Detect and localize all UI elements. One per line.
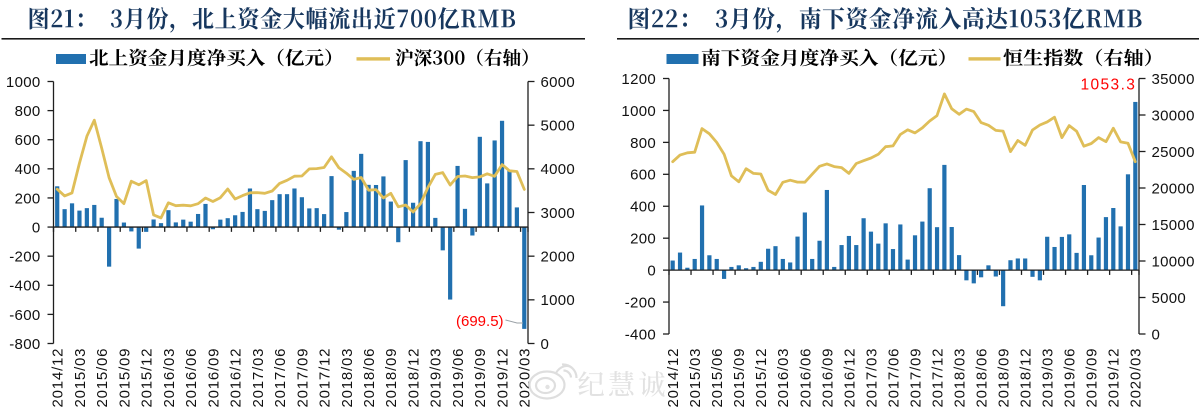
svg-text:2016/03: 2016/03 bbox=[161, 348, 178, 408]
svg-text:(699.5): (699.5) bbox=[456, 313, 504, 330]
svg-text:2016/09: 2016/09 bbox=[819, 348, 836, 408]
svg-text:2017/12: 2017/12 bbox=[929, 348, 946, 408]
svg-text:2016/06: 2016/06 bbox=[183, 348, 200, 408]
svg-text:2000: 2000 bbox=[541, 249, 576, 266]
svg-text:-600: -600 bbox=[9, 307, 40, 324]
svg-text:2018/09: 2018/09 bbox=[996, 348, 1013, 408]
svg-text:2017/12: 2017/12 bbox=[317, 348, 334, 408]
svg-text:0: 0 bbox=[1152, 326, 1161, 343]
svg-text:2017/09: 2017/09 bbox=[907, 348, 924, 408]
svg-text:-200: -200 bbox=[625, 294, 656, 311]
svg-text:2015/09: 2015/09 bbox=[731, 348, 748, 408]
svg-text:2020/03: 2020/03 bbox=[517, 348, 534, 408]
svg-text:2016/12: 2016/12 bbox=[841, 348, 858, 408]
svg-text:800: 800 bbox=[630, 135, 656, 152]
svg-text:800: 800 bbox=[15, 103, 41, 120]
svg-text:2019/03: 2019/03 bbox=[1040, 348, 1057, 408]
svg-text:30000: 30000 bbox=[1152, 107, 1195, 124]
svg-text:2014/12: 2014/12 bbox=[50, 348, 67, 408]
svg-text:0: 0 bbox=[541, 336, 550, 353]
svg-text:-400: -400 bbox=[9, 278, 40, 295]
svg-text:10000: 10000 bbox=[1152, 253, 1195, 270]
svg-text:2018/03: 2018/03 bbox=[339, 348, 356, 408]
svg-text:-800: -800 bbox=[9, 336, 40, 353]
svg-text:2019/06: 2019/06 bbox=[450, 348, 467, 408]
svg-text:2018/06: 2018/06 bbox=[974, 348, 991, 408]
svg-text:0: 0 bbox=[32, 219, 41, 236]
svg-text:2018/12: 2018/12 bbox=[406, 348, 423, 408]
svg-text:2015/09: 2015/09 bbox=[116, 348, 133, 408]
svg-text:2016/12: 2016/12 bbox=[228, 348, 245, 408]
svg-text:2018/03: 2018/03 bbox=[952, 348, 969, 408]
svg-text:600: 600 bbox=[15, 132, 41, 149]
svg-text:5000: 5000 bbox=[1152, 290, 1187, 307]
svg-text:5000: 5000 bbox=[541, 118, 576, 135]
svg-text:1200: 1200 bbox=[621, 71, 656, 88]
svg-text:15000: 15000 bbox=[1152, 217, 1195, 234]
svg-text:2015/03: 2015/03 bbox=[687, 348, 704, 408]
svg-text:2019/12: 2019/12 bbox=[1106, 348, 1123, 408]
svg-text:35000: 35000 bbox=[1152, 71, 1195, 88]
svg-text:4000: 4000 bbox=[541, 161, 576, 178]
svg-text:2015/03: 2015/03 bbox=[72, 348, 89, 408]
svg-text:2017/03: 2017/03 bbox=[863, 348, 880, 408]
svg-text:-200: -200 bbox=[9, 249, 40, 266]
svg-text:600: 600 bbox=[630, 167, 656, 184]
svg-text:2019/06: 2019/06 bbox=[1062, 348, 1079, 408]
svg-text:1000: 1000 bbox=[6, 74, 41, 91]
svg-text:400: 400 bbox=[15, 161, 41, 178]
svg-text:2017/03: 2017/03 bbox=[250, 348, 267, 408]
svg-text:2019/03: 2019/03 bbox=[428, 348, 445, 408]
svg-text:3000: 3000 bbox=[541, 205, 576, 222]
svg-text:0: 0 bbox=[647, 263, 656, 280]
svg-text:2015/12: 2015/12 bbox=[753, 348, 770, 408]
svg-text:2016/06: 2016/06 bbox=[797, 348, 814, 408]
svg-text:20000: 20000 bbox=[1152, 180, 1195, 197]
svg-text:2016/09: 2016/09 bbox=[205, 348, 222, 408]
svg-text:2019/09: 2019/09 bbox=[1084, 348, 1101, 408]
svg-text:200: 200 bbox=[630, 231, 656, 248]
svg-text:2020/03: 2020/03 bbox=[1128, 348, 1145, 408]
svg-text:1000: 1000 bbox=[541, 292, 576, 309]
svg-text:2017/09: 2017/09 bbox=[294, 348, 311, 408]
svg-text:2014/12: 2014/12 bbox=[665, 348, 682, 408]
svg-text:2017/06: 2017/06 bbox=[885, 348, 902, 408]
svg-text:25000: 25000 bbox=[1152, 144, 1195, 161]
svg-text:2018/09: 2018/09 bbox=[383, 348, 400, 408]
svg-text:2019/09: 2019/09 bbox=[472, 348, 489, 408]
svg-text:2016/03: 2016/03 bbox=[775, 348, 792, 408]
svg-text:2018/12: 2018/12 bbox=[1018, 348, 1035, 408]
svg-text:400: 400 bbox=[630, 199, 656, 216]
svg-text:2018/06: 2018/06 bbox=[361, 348, 378, 408]
svg-text:1053.3: 1053.3 bbox=[1081, 77, 1137, 94]
svg-text:200: 200 bbox=[15, 190, 41, 207]
svg-text:2015/12: 2015/12 bbox=[139, 348, 156, 408]
svg-text:2019/12: 2019/12 bbox=[495, 348, 512, 408]
svg-text:6000: 6000 bbox=[541, 74, 576, 91]
svg-text:-400: -400 bbox=[625, 326, 656, 343]
svg-text:2017/06: 2017/06 bbox=[272, 348, 289, 408]
svg-text:2015/06: 2015/06 bbox=[94, 348, 111, 408]
svg-text:1000: 1000 bbox=[621, 103, 656, 120]
svg-text:2015/06: 2015/06 bbox=[709, 348, 726, 408]
